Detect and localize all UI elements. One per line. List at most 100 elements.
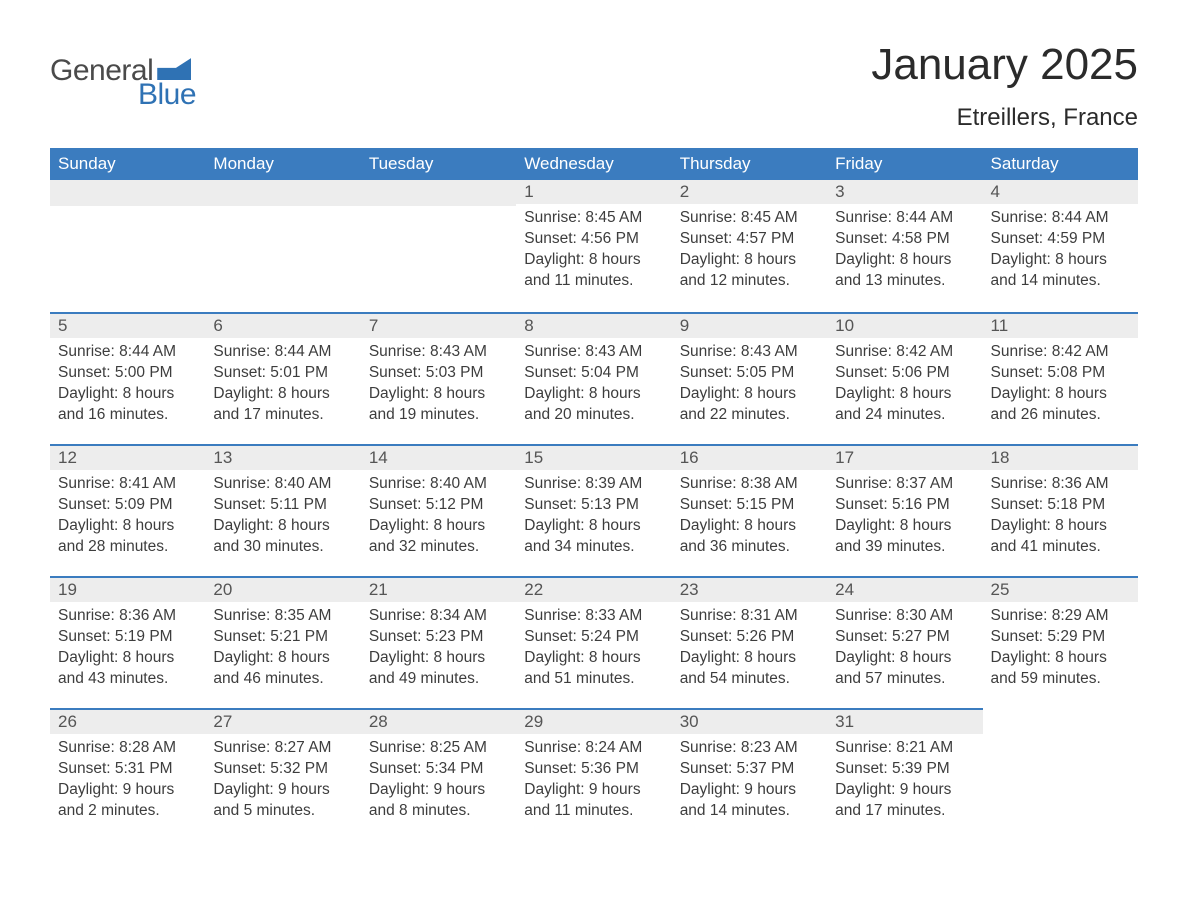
daylight-line-2: and 24 minutes. bbox=[835, 405, 974, 426]
calendar-cell bbox=[361, 180, 516, 312]
daylight-line-2: and 41 minutes. bbox=[991, 537, 1130, 558]
calendar-cell: 1Sunrise: 8:45 AMSunset: 4:56 PMDaylight… bbox=[516, 180, 671, 312]
sunset-line: Sunset: 5:09 PM bbox=[58, 495, 197, 516]
sunrise-line: Sunrise: 8:27 AM bbox=[213, 738, 352, 759]
calendar-cell: 5Sunrise: 8:44 AMSunset: 5:00 PMDaylight… bbox=[50, 312, 205, 444]
sunset-line: Sunset: 5:27 PM bbox=[835, 627, 974, 648]
calendar-cell: 20Sunrise: 8:35 AMSunset: 5:21 PMDayligh… bbox=[205, 576, 360, 708]
daylight-line-1: Daylight: 9 hours bbox=[680, 780, 819, 801]
day-wrap: 31Sunrise: 8:21 AMSunset: 5:39 PMDayligh… bbox=[827, 708, 982, 828]
day-details: Sunrise: 8:24 AMSunset: 5:36 PMDaylight:… bbox=[516, 734, 671, 828]
daylight-line-1: Daylight: 8 hours bbox=[835, 648, 974, 669]
day-details: Sunrise: 8:23 AMSunset: 5:37 PMDaylight:… bbox=[672, 734, 827, 828]
day-number: 17 bbox=[827, 446, 982, 470]
day-wrap: 9Sunrise: 8:43 AMSunset: 5:05 PMDaylight… bbox=[672, 312, 827, 432]
day-number: 11 bbox=[983, 314, 1138, 338]
sunset-line: Sunset: 4:59 PM bbox=[991, 229, 1130, 250]
sunrise-line: Sunrise: 8:44 AM bbox=[991, 208, 1130, 229]
daylight-line-2: and 54 minutes. bbox=[680, 669, 819, 690]
daylight-line-2: and 8 minutes. bbox=[369, 801, 508, 822]
logo: General Blue bbox=[50, 54, 196, 112]
calendar-cell: 7Sunrise: 8:43 AMSunset: 5:03 PMDaylight… bbox=[361, 312, 516, 444]
sunset-line: Sunset: 5:11 PM bbox=[213, 495, 352, 516]
sunrise-line: Sunrise: 8:45 AM bbox=[680, 208, 819, 229]
daylight-line-2: and 28 minutes. bbox=[58, 537, 197, 558]
day-number: 28 bbox=[361, 710, 516, 734]
sunrise-line: Sunrise: 8:40 AM bbox=[369, 474, 508, 495]
day-number: 15 bbox=[516, 446, 671, 470]
daylight-line-2: and 11 minutes. bbox=[524, 801, 663, 822]
day-details: Sunrise: 8:41 AMSunset: 5:09 PMDaylight:… bbox=[50, 470, 205, 564]
daylight-line-2: and 20 minutes. bbox=[524, 405, 663, 426]
day-wrap: 18Sunrise: 8:36 AMSunset: 5:18 PMDayligh… bbox=[983, 444, 1138, 564]
day-details: Sunrise: 8:29 AMSunset: 5:29 PMDaylight:… bbox=[983, 602, 1138, 696]
day-number: 4 bbox=[983, 180, 1138, 204]
sunset-line: Sunset: 5:29 PM bbox=[991, 627, 1130, 648]
day-number: 10 bbox=[827, 314, 982, 338]
sunset-line: Sunset: 5:16 PM bbox=[835, 495, 974, 516]
day-number: 14 bbox=[361, 446, 516, 470]
sunset-line: Sunset: 5:15 PM bbox=[680, 495, 819, 516]
day-number: 16 bbox=[672, 446, 827, 470]
day-details: Sunrise: 8:36 AMSunset: 5:18 PMDaylight:… bbox=[983, 470, 1138, 564]
daylight-line-1: Daylight: 8 hours bbox=[58, 648, 197, 669]
calendar-week-row: 12Sunrise: 8:41 AMSunset: 5:09 PMDayligh… bbox=[50, 444, 1138, 576]
calendar-page: General Blue January 2025 Etreillers, Fr… bbox=[0, 0, 1188, 918]
sunrise-line: Sunrise: 8:39 AM bbox=[524, 474, 663, 495]
sunset-line: Sunset: 5:36 PM bbox=[524, 759, 663, 780]
sunset-line: Sunset: 5:06 PM bbox=[835, 363, 974, 384]
daylight-line-1: Daylight: 8 hours bbox=[991, 250, 1130, 271]
sunrise-line: Sunrise: 8:43 AM bbox=[369, 342, 508, 363]
daylight-line-1: Daylight: 8 hours bbox=[369, 516, 508, 537]
daylight-line-1: Daylight: 8 hours bbox=[524, 516, 663, 537]
day-number: 25 bbox=[983, 578, 1138, 602]
weekday-header: Tuesday bbox=[361, 148, 516, 180]
day-wrap: 25Sunrise: 8:29 AMSunset: 5:29 PMDayligh… bbox=[983, 576, 1138, 696]
daylight-line-2: and 39 minutes. bbox=[835, 537, 974, 558]
calendar-cell: 11Sunrise: 8:42 AMSunset: 5:08 PMDayligh… bbox=[983, 312, 1138, 444]
weekday-header: Monday bbox=[205, 148, 360, 180]
daylight-line-1: Daylight: 8 hours bbox=[213, 384, 352, 405]
daylight-line-2: and 32 minutes. bbox=[369, 537, 508, 558]
sunrise-line: Sunrise: 8:36 AM bbox=[991, 474, 1130, 495]
weekday-header: Friday bbox=[827, 148, 982, 180]
sunset-line: Sunset: 5:24 PM bbox=[524, 627, 663, 648]
calendar-cell: 16Sunrise: 8:38 AMSunset: 5:15 PMDayligh… bbox=[672, 444, 827, 576]
calendar-cell: 8Sunrise: 8:43 AMSunset: 5:04 PMDaylight… bbox=[516, 312, 671, 444]
day-number: 3 bbox=[827, 180, 982, 204]
daylight-line-1: Daylight: 9 hours bbox=[369, 780, 508, 801]
day-number: 24 bbox=[827, 578, 982, 602]
day-wrap: 12Sunrise: 8:41 AMSunset: 5:09 PMDayligh… bbox=[50, 444, 205, 564]
calendar-cell: 26Sunrise: 8:28 AMSunset: 5:31 PMDayligh… bbox=[50, 708, 205, 840]
sunset-line: Sunset: 5:13 PM bbox=[524, 495, 663, 516]
day-number: 19 bbox=[50, 578, 205, 602]
day-details: Sunrise: 8:44 AMSunset: 4:58 PMDaylight:… bbox=[827, 204, 982, 298]
title-block: January 2025 Etreillers, France bbox=[871, 40, 1138, 132]
day-wrap: 24 Sunrise: 8:30 AMSunset: 5:27 PMDayligh… bbox=[827, 576, 982, 696]
daylight-line-2: and 19 minutes. bbox=[369, 405, 508, 426]
calendar-cell: 28Sunrise: 8:25 AMSunset: 5:34 PMDayligh… bbox=[361, 708, 516, 840]
calendar-cell: 25Sunrise: 8:29 AMSunset: 5:29 PMDayligh… bbox=[983, 576, 1138, 708]
sunrise-line: Sunrise: 8:42 AM bbox=[835, 342, 974, 363]
sunrise-line: Sunrise: 8:31 AM bbox=[680, 606, 819, 627]
daylight-line-1: Daylight: 8 hours bbox=[58, 516, 197, 537]
day-details: Sunrise: 8:39 AMSunset: 5:13 PMDaylight:… bbox=[516, 470, 671, 564]
day-wrap: 7Sunrise: 8:43 AMSunset: 5:03 PMDaylight… bbox=[361, 312, 516, 432]
calendar-cell: 10Sunrise: 8:42 AMSunset: 5:06 PMDayligh… bbox=[827, 312, 982, 444]
daylight-line-1: Daylight: 8 hours bbox=[524, 648, 663, 669]
day-wrap: 3Sunrise: 8:44 AMSunset: 4:58 PMDaylight… bbox=[827, 180, 982, 298]
sunset-line: Sunset: 5:00 PM bbox=[58, 363, 197, 384]
day-number: 29 bbox=[516, 710, 671, 734]
sunset-line: Sunset: 5:18 PM bbox=[991, 495, 1130, 516]
calendar-week-row: 5Sunrise: 8:44 AMSunset: 5:00 PMDaylight… bbox=[50, 312, 1138, 444]
daylight-line-2: and 36 minutes. bbox=[680, 537, 819, 558]
day-details: Sunrise: 8:43 AMSunset: 5:03 PMDaylight:… bbox=[361, 338, 516, 432]
daylight-line-1: Daylight: 8 hours bbox=[991, 516, 1130, 537]
sunset-line: Sunset: 5:34 PM bbox=[369, 759, 508, 780]
sunrise-line: Sunrise: 8:30 AM bbox=[835, 606, 974, 627]
day-details: Sunrise: 8:40 AMSunset: 5:12 PMDaylight:… bbox=[361, 470, 516, 564]
page-header: General Blue January 2025 Etreillers, Fr… bbox=[50, 40, 1138, 132]
calendar-cell: 9Sunrise: 8:43 AMSunset: 5:05 PMDaylight… bbox=[672, 312, 827, 444]
sunset-line: Sunset: 5:05 PM bbox=[680, 363, 819, 384]
daylight-line-2: and 26 minutes. bbox=[991, 405, 1130, 426]
